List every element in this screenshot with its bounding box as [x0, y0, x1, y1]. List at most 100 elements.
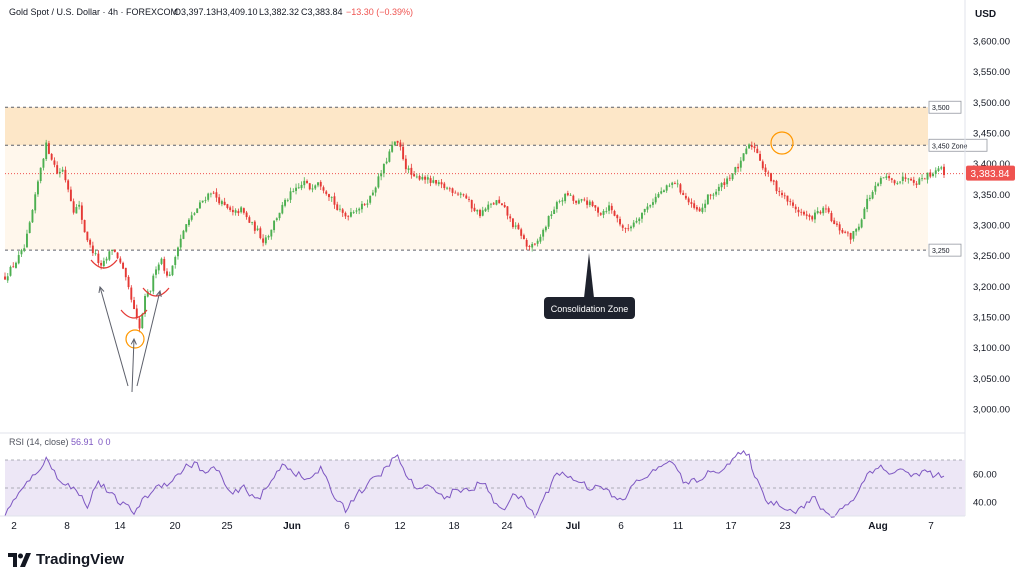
candle-body	[742, 153, 745, 161]
candle-body	[577, 200, 580, 204]
candle-body	[616, 215, 619, 219]
candle-body	[921, 178, 923, 180]
candle-body	[119, 258, 122, 263]
candle-body	[882, 177, 885, 179]
candle-body	[553, 209, 556, 214]
candle-body	[404, 158, 407, 170]
candle-body	[166, 271, 168, 276]
candle-body	[687, 198, 690, 203]
candle-body	[300, 184, 303, 189]
candle-body	[34, 194, 37, 211]
candle-body	[234, 210, 237, 213]
candle-body	[624, 228, 627, 229]
time-axis-ticks[interactable]: 2 8 14 20 25 Jun 6 12 18 24 Jul 6 11 17 23 Aug 7	[11, 521, 934, 532]
candle-body	[756, 148, 759, 154]
candle-body	[728, 177, 731, 179]
candle-body	[671, 182, 674, 185]
candle-body	[319, 181, 322, 187]
price-tick-label: 3,000.00	[973, 405, 1010, 416]
candle-body	[473, 207, 476, 211]
tradingview-logo[interactable]: TradingView	[8, 551, 124, 568]
candle-body	[435, 179, 438, 184]
candle-body	[91, 245, 94, 254]
candle-body	[923, 178, 926, 180]
candle-body	[311, 188, 314, 190]
candlestick-series	[4, 139, 945, 333]
candle-body	[333, 196, 336, 205]
candle-body	[926, 172, 929, 180]
candle-body	[632, 222, 635, 227]
rsi-legend[interactable]: RSI (14, close) 56.91 0 0	[9, 437, 111, 447]
candle-body	[451, 188, 454, 193]
candle-body	[83, 220, 86, 233]
candle-body	[929, 172, 932, 177]
candle-body	[781, 192, 783, 196]
candle-body	[868, 197, 871, 199]
candle-body	[144, 295, 146, 314]
arrow-head	[98, 285, 105, 293]
candle-body	[209, 193, 212, 195]
candle-body	[75, 207, 78, 214]
candle-body	[561, 200, 564, 202]
candle-body	[492, 203, 495, 205]
candle-body	[885, 176, 888, 178]
candle-body	[761, 161, 764, 169]
candle-body	[709, 194, 712, 196]
candle-body	[465, 195, 468, 199]
candle-body	[723, 182, 726, 186]
candle-body	[531, 244, 534, 248]
candle-body	[253, 221, 256, 231]
candle-body	[124, 267, 127, 278]
candle-body	[141, 314, 144, 329]
level-label-box	[928, 138, 988, 152]
candle-body	[490, 203, 492, 205]
candle-body	[715, 191, 718, 195]
candle-body	[901, 176, 904, 181]
swing-low-arc	[120, 309, 148, 319]
candle-body	[542, 229, 545, 237]
candle-body	[726, 178, 729, 185]
candle-body	[407, 168, 410, 170]
candle-body	[759, 153, 762, 161]
candle-body	[163, 258, 166, 271]
candle-body	[679, 184, 682, 193]
candle-body	[479, 209, 481, 217]
candle-body	[336, 204, 339, 210]
symbol-title: Gold Spot / U.S. Dollar · 4h · FOREXCOM	[9, 7, 178, 17]
candle-body	[377, 176, 380, 188]
candle-body	[122, 262, 125, 269]
candle-body	[522, 235, 525, 240]
candle-body	[23, 248, 26, 251]
candle-body	[772, 180, 775, 182]
candle-body	[20, 250, 23, 255]
candle-body	[410, 167, 413, 175]
candle-body	[100, 262, 103, 266]
candle-body	[50, 153, 53, 160]
candle-body	[399, 142, 402, 147]
candle-body	[201, 200, 204, 203]
candle-body	[284, 199, 287, 206]
candle-body	[303, 180, 306, 186]
price-tick-label: 3,150.00	[973, 313, 1010, 324]
candle-body	[874, 185, 877, 192]
candle-body	[635, 220, 638, 223]
candle-body	[314, 185, 317, 189]
candle-body	[187, 219, 190, 226]
candle-body	[171, 265, 174, 276]
candle-body	[297, 187, 300, 189]
price-axis-ticks[interactable]: 3,600.00 3,550.00 3,500.00 3,450.00 3,400.00…	[973, 37, 1010, 416]
candle-body	[215, 192, 218, 198]
candle-body	[418, 176, 421, 180]
candle-body	[259, 228, 262, 239]
candle-body	[547, 215, 550, 227]
last-price-value: 3,383.84	[971, 169, 1010, 180]
candle-body	[690, 202, 693, 204]
candle-body	[588, 201, 591, 206]
symbol-legend[interactable]: Gold Spot / U.S. Dollar · 4h · FOREXCOM …	[9, 7, 413, 17]
candle-body	[511, 218, 514, 228]
candle-body	[53, 160, 56, 165]
candle-body	[231, 209, 234, 213]
candle-body	[824, 208, 827, 210]
candle-body	[712, 194, 715, 196]
